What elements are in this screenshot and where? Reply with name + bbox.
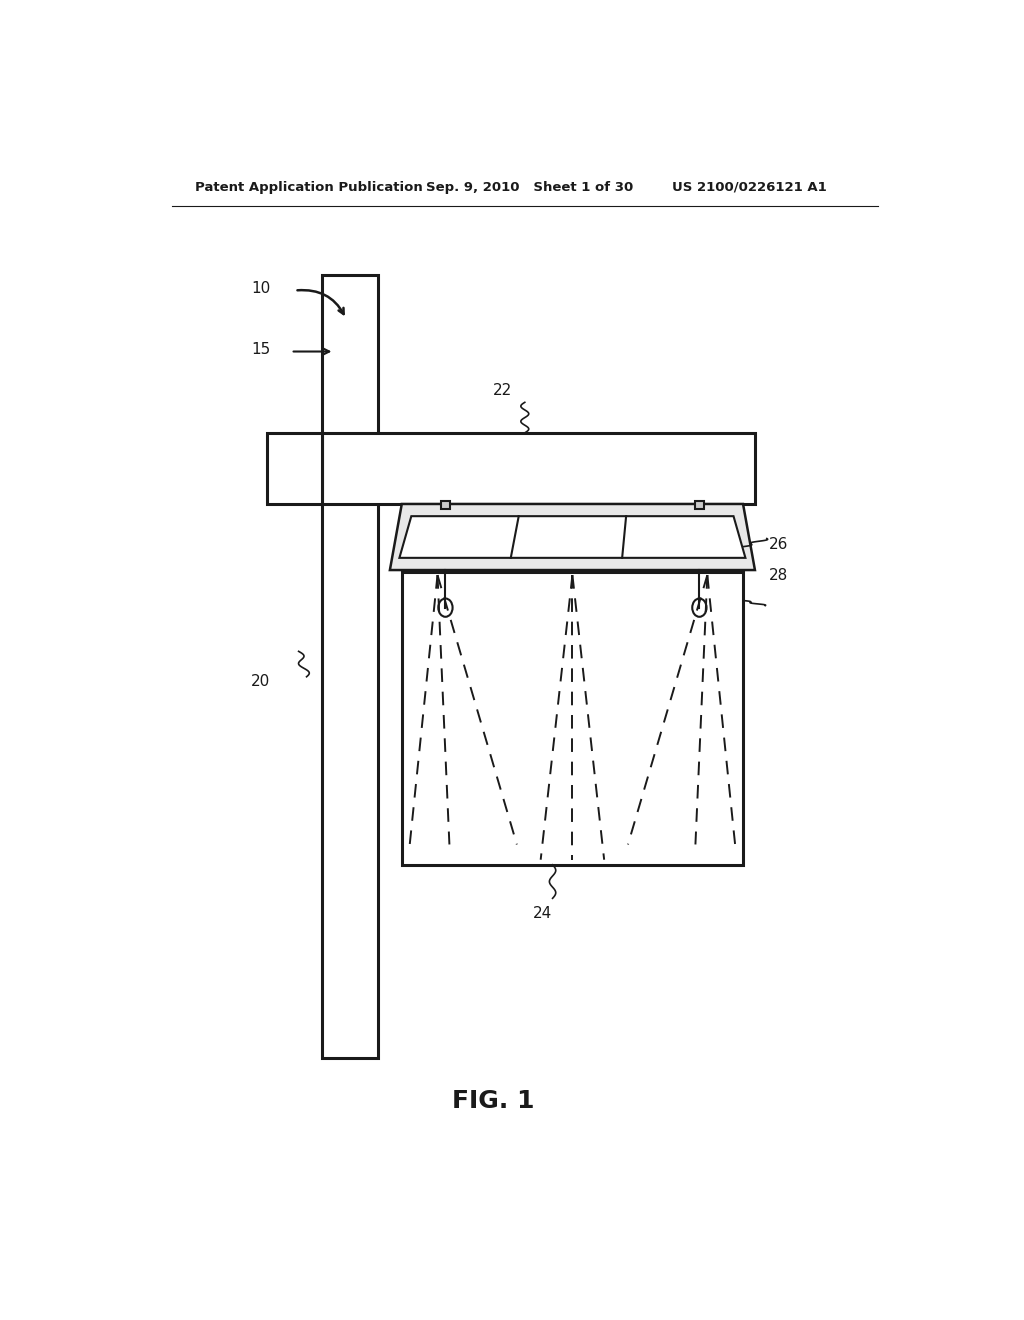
Polygon shape [399, 516, 745, 558]
Text: Sep. 9, 2010   Sheet 1 of 30: Sep. 9, 2010 Sheet 1 of 30 [426, 181, 633, 194]
Bar [694, 500, 705, 510]
Text: 24: 24 [532, 906, 552, 921]
Text: 15: 15 [251, 342, 270, 356]
Polygon shape [390, 504, 755, 570]
Bar [440, 500, 451, 510]
Text: 28: 28 [769, 568, 788, 582]
Bar [323, 276, 378, 1057]
Bar [267, 433, 323, 504]
Text: Patent Application Publication: Patent Application Publication [196, 181, 423, 194]
Text: US 2100/0226121 A1: US 2100/0226121 A1 [672, 181, 826, 194]
Text: 20: 20 [251, 675, 270, 689]
Bar [323, 433, 755, 504]
Bar [401, 572, 743, 865]
Text: 22: 22 [494, 383, 512, 397]
Text: 10: 10 [251, 281, 270, 296]
Text: 26: 26 [769, 537, 788, 552]
Text: FIG. 1: FIG. 1 [452, 1089, 535, 1113]
